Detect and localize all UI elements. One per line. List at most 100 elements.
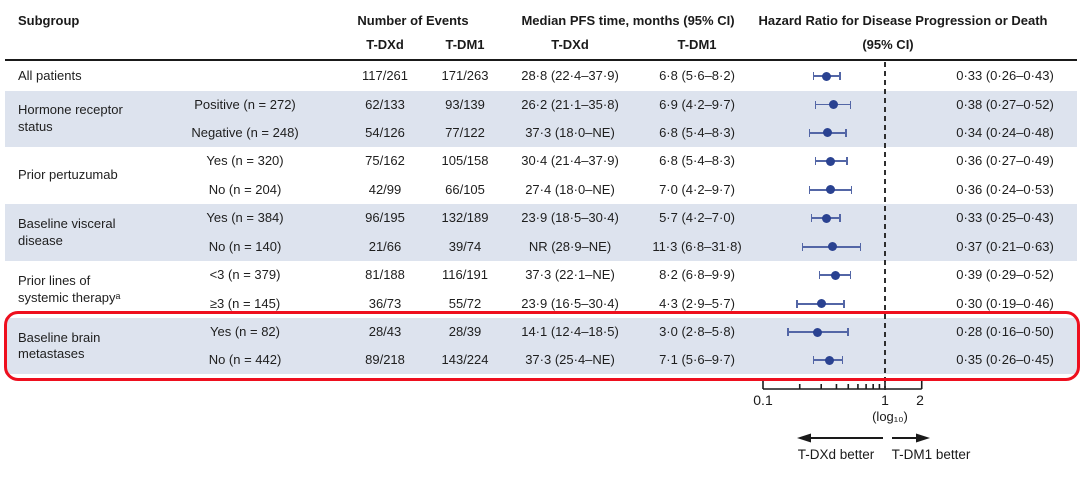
right-arrow-icon xyxy=(916,433,930,443)
group-band xyxy=(5,90,1077,147)
ci-cap xyxy=(859,242,862,251)
cell-median-tdxd: 37·3 (18·0–NE) xyxy=(525,124,615,140)
subgroup-label: Prior lines of systemic therapyᵃ xyxy=(18,261,120,318)
subgroup-label-line: All patients xyxy=(18,68,82,83)
cell-subgroup-level: Yes (n = 384) xyxy=(206,210,284,226)
cell-median-tdxd: 37·3 (25·4–NE) xyxy=(525,352,615,367)
cell-median-tdm1: 7·0 (4·2–9·7) xyxy=(659,181,735,197)
cell-median-tdxd: 37·3 (22·1–NE) xyxy=(525,267,615,283)
hazard-ratio-point xyxy=(830,270,840,280)
cell-median-tdxd: NR (28·9–NE) xyxy=(528,238,612,254)
tdm1-better-label: T-DM1 better xyxy=(891,447,971,462)
ci-cap xyxy=(808,185,811,194)
hazard-ratio-point xyxy=(826,185,836,195)
hazard-ratio-point xyxy=(821,71,831,81)
ci-cap xyxy=(843,299,845,308)
cell-hazard-ratio: 0·34 (0·24–0·48) xyxy=(956,124,1054,140)
subgroup-label-line: systemic therapyᵃ xyxy=(18,289,121,305)
ci-cap xyxy=(849,271,852,280)
cell-subgroup-level: ≥3 (n = 145) xyxy=(209,295,281,311)
cell-subgroup-level: Negative (n = 248) xyxy=(191,124,299,140)
cell-events-tdxd: 81/188 xyxy=(365,267,405,283)
cell-median-tdm1: 5·7 (4·2–7·0) xyxy=(659,210,735,226)
cell-events-tdm1: 143/224 xyxy=(441,352,489,367)
subgroup-label: Prior pertuzumab xyxy=(18,147,118,204)
cell-median-tdxd: 23·9 (18·5–30·4) xyxy=(521,210,619,226)
median-tdm1-subheader: T-DM1 xyxy=(677,37,717,52)
cell-hazard-ratio: 0·35 (0·26–0·45) xyxy=(956,352,1054,367)
cell-median-tdxd: 26·2 (21·1–35·8) xyxy=(521,96,619,112)
cell-median-tdxd: 23·9 (16·5–30·4) xyxy=(521,295,619,311)
axis-tick-label-1: 1 xyxy=(881,392,889,408)
cell-events-tdxd: 21/66 xyxy=(368,238,402,254)
hazard-ratio-point xyxy=(829,100,839,110)
cell-events-tdxd: 42/99 xyxy=(368,181,402,197)
ci-cap xyxy=(814,100,817,109)
ci-cap xyxy=(846,157,848,166)
cell-hazard-ratio: 0·38 (0·27–0·52) xyxy=(956,96,1054,112)
hazard-ratio-point xyxy=(827,242,837,252)
cell-events-tdxd: 36/73 xyxy=(368,295,402,311)
cell-hazard-ratio: 0·39 (0·29–0·52) xyxy=(956,267,1054,283)
ci-cap xyxy=(787,328,789,336)
cell-events-tdm1: 77/122 xyxy=(445,124,485,140)
axis-scale-label: (log₁₀) xyxy=(872,409,908,424)
ci-cap xyxy=(818,271,821,280)
ci-cap xyxy=(810,214,813,223)
cell-events-tdxd: 54/126 xyxy=(365,124,405,140)
ci-cap xyxy=(808,128,811,137)
subgroup-label: Hormone receptor status xyxy=(18,91,123,148)
median-tdxd-subheader: T-DXd xyxy=(551,37,589,52)
ci-cap xyxy=(796,299,798,308)
cell-events-tdm1: 116/191 xyxy=(441,267,489,283)
ci-cap xyxy=(845,128,847,137)
cell-subgroup-level: Yes (n = 320) xyxy=(206,153,284,169)
cell-hazard-ratio: 0·30 (0·19–0·46) xyxy=(956,295,1054,311)
ci-cap xyxy=(812,72,815,81)
hazard-ratio-point xyxy=(826,156,836,166)
cell-median-tdm1: 8·2 (6·8–9·9) xyxy=(659,267,735,283)
events-tdm1-subheader: T-DM1 xyxy=(445,37,485,52)
subgroup-label-line: Prior pertuzumab xyxy=(18,167,118,183)
ci-cap xyxy=(849,100,852,109)
cell-median-tdxd: 30·4 (21·4–37·9) xyxy=(521,153,619,169)
cell-events-tdxd: 89/218 xyxy=(365,352,405,367)
cell-events-tdm1: 55/72 xyxy=(448,295,482,311)
x-axis xyxy=(762,380,923,390)
cell-median-tdm1: 6·8 (5·6–8·2) xyxy=(659,68,735,84)
left-arrow-icon xyxy=(797,433,811,443)
cell-median-tdm1: 7·1 (5·6–9·7) xyxy=(659,352,735,367)
hazard-ratio-point xyxy=(823,128,833,138)
axis-tick-label-2: 2 xyxy=(916,392,924,408)
cell-events-tdxd: 96/195 xyxy=(365,210,405,226)
axis-tick-label-0-1: 0.1 xyxy=(753,392,773,408)
ci-cap xyxy=(841,356,844,364)
cell-events-tdxd: 62/133 xyxy=(365,96,405,112)
hazard-ratio-point xyxy=(824,355,834,365)
cell-hazard-ratio: 0·37 (0·21–0·63) xyxy=(956,238,1054,254)
cell-subgroup-level: No (n = 442) xyxy=(208,352,282,367)
tdxd-better-label: T-DXd better xyxy=(797,447,875,462)
cell-hazard-ratio: 0·36 (0·24–0·53) xyxy=(956,181,1054,197)
cell-events-tdxd: 75/162 xyxy=(365,153,405,169)
ci-cap xyxy=(847,328,850,336)
cell-median-tdm1: 6·8 (5·4–8·3) xyxy=(659,124,735,140)
ci-cap xyxy=(839,72,842,81)
cell-median-tdm1: 6·8 (5·4–8·3) xyxy=(659,153,735,169)
cell-subgroup-level: Positive (n = 272) xyxy=(194,96,296,112)
group-band xyxy=(5,318,1077,374)
cell-events-tdm1: 66/105 xyxy=(445,181,485,197)
subgroup-label-line: Baseline brain xyxy=(18,329,101,345)
direction-arrows xyxy=(797,433,930,443)
cell-median-tdxd: 27·4 (18·0–NE) xyxy=(525,181,615,197)
cell-hazard-ratio: 0·33 (0·25–0·43) xyxy=(956,210,1054,226)
ci-cap xyxy=(814,157,817,166)
subgroup-label-line: disease xyxy=(18,232,63,248)
subgroup-label-line: status xyxy=(18,118,53,134)
cell-median-tdm1: 4·3 (2·9–5·7) xyxy=(659,295,735,311)
ci-cap xyxy=(839,214,842,223)
hazard-ratio-header-line2: (95% CI) xyxy=(862,37,914,52)
cell-hazard-ratio: 0·36 (0·27–0·49) xyxy=(956,153,1054,169)
cell-events-tdxd: 28/43 xyxy=(368,324,402,339)
